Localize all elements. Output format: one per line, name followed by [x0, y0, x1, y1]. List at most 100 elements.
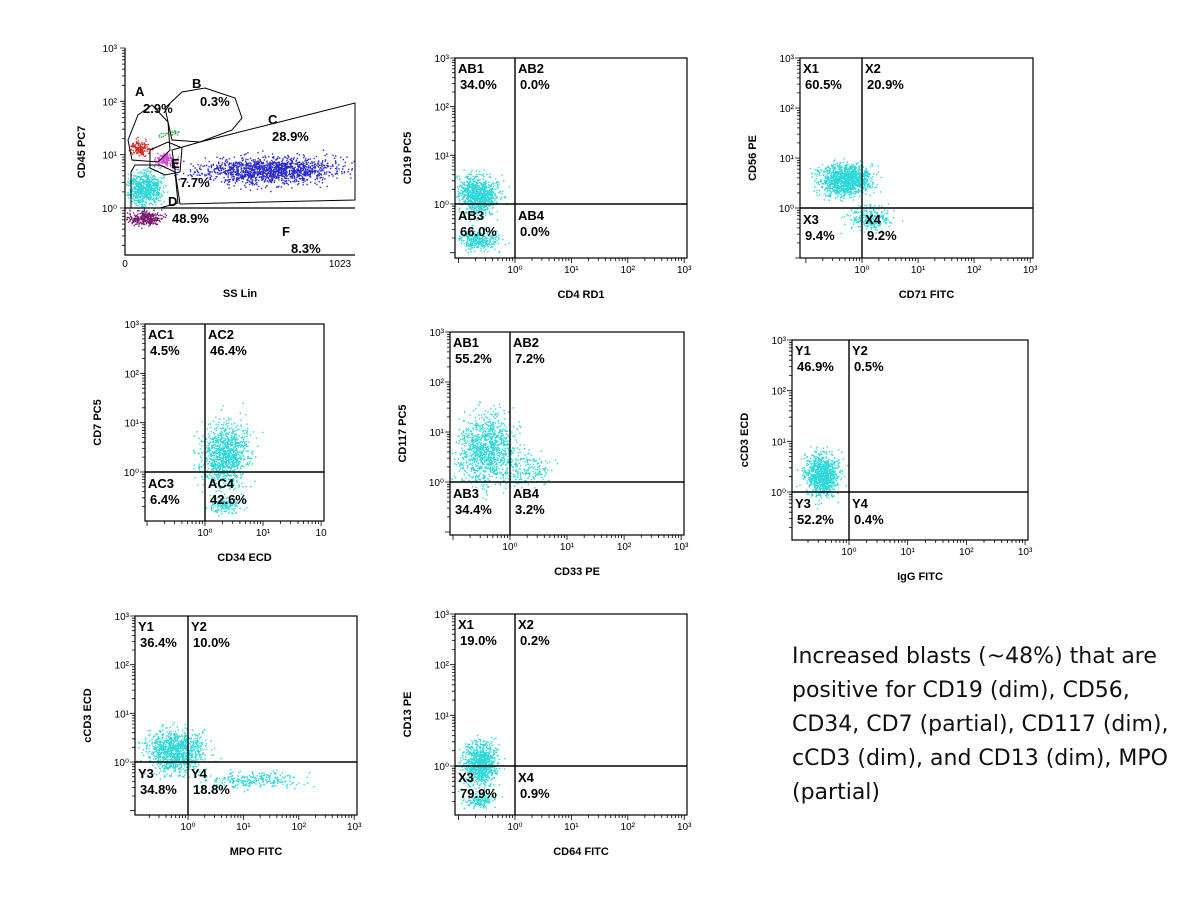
quadrant-name: AB1 [453, 335, 479, 350]
y-tick-label: 10¹ [430, 428, 445, 439]
y-tick-label: 10³ [772, 336, 787, 347]
y-tick-label: 10² [103, 97, 118, 108]
quadrant-name: Y3 [795, 496, 811, 511]
event-cloud [126, 166, 169, 213]
y-tick-label: 10² [780, 104, 795, 115]
quadrant-percent: 18.8% [193, 782, 230, 797]
y-tick-label: 10⁰ [124, 468, 139, 479]
y-tick-label: 10² [772, 387, 787, 398]
axis-ticks [795, 57, 1031, 263]
quadrant-percent: 0.2% [520, 633, 550, 648]
quadrant-name: Y2 [852, 343, 868, 358]
y-tick-label: 10¹ [125, 419, 140, 430]
x-tick-label: 10² [621, 822, 636, 833]
x-tick-label: 10¹ [564, 265, 579, 276]
plot-p2: 10⁰ 10¹ 10² 10³ 10⁰ 10¹ 10² 10³ CD4 RD1 CD19 PC5 A… [402, 54, 692, 301]
axis-ticks [120, 47, 125, 246]
quadrant-percent: 66.0% [460, 224, 497, 239]
axis-ticks [140, 323, 322, 526]
quadrant-name: X3 [458, 770, 474, 785]
y-tick-label: 10² [115, 661, 130, 672]
summary-text: Increased blasts (~48%) that are positiv… [792, 644, 1169, 805]
x-tick-label: 10² [621, 265, 636, 276]
x-tick-label: 10³ [677, 265, 692, 276]
quadrant-percent: 19.0% [460, 633, 497, 648]
quadrant-name: Y1 [795, 343, 811, 358]
y-tick-label: 10⁰ [102, 204, 117, 215]
y-tick-label: 10⁰ [114, 758, 129, 769]
quadrant-percent: 9.4% [805, 228, 835, 243]
quadrant-name: X1 [458, 617, 474, 632]
quadrant-percent: 7.2% [515, 351, 545, 366]
event-cloud [173, 149, 355, 193]
quadrant-percent: 42.6% [210, 492, 247, 507]
quadrant-percent: 55.2% [455, 351, 492, 366]
x-tick-label: 10⁰ [502, 542, 517, 553]
quadrant-name: Y1 [138, 619, 154, 634]
quadrant-name: AB4 [518, 208, 545, 223]
x-tick-label: 10⁰ [180, 822, 195, 833]
y-tick-label: 10⁰ [779, 204, 794, 215]
quadrant-name: AC3 [148, 476, 174, 491]
event-cloud [461, 788, 503, 810]
quadrant-percent: 0.0% [520, 77, 550, 92]
quadrant-percent: 52.2% [797, 512, 834, 527]
y-tick-label: 10¹ [780, 154, 795, 165]
event-cloud [795, 446, 849, 510]
gate-percent: 7.7% [180, 175, 210, 190]
event-cloud [458, 227, 510, 254]
quadrant-name: AC1 [148, 327, 174, 342]
x-axis-title: IgG FITC [897, 571, 943, 583]
gate-name: D [168, 194, 177, 209]
plot-frame [791, 339, 1029, 541]
quadrant-percent: 0.5% [854, 359, 884, 374]
gate-name: F [282, 224, 290, 239]
quadrant-percent: 34.8% [140, 782, 177, 797]
quadrant-percent: 9.2% [867, 228, 897, 243]
y-tick-label: 10⁰ [771, 488, 786, 499]
axis-ticks [450, 613, 685, 820]
y-axis-title: CD117 PC5 [397, 404, 409, 462]
y-tick-label: 10⁰ [429, 478, 444, 489]
event-cloud [192, 402, 264, 510]
plot-frame [124, 48, 355, 256]
x-tick-label: 10³ [1023, 265, 1038, 276]
quadrant-name: X3 [803, 212, 819, 227]
quadrant-name: AB3 [453, 486, 479, 501]
quadrant-name: X2 [865, 61, 881, 76]
event-cloud [158, 129, 180, 138]
quadrant-name: AB4 [513, 486, 540, 501]
quadrant-name: X4 [865, 212, 882, 227]
event-cloud [809, 158, 883, 202]
y-tick-label: 10³ [435, 54, 450, 65]
quadrant-name: AC2 [208, 327, 234, 342]
quadrant-name: AC4 [208, 476, 235, 491]
x-tick-label: 10² [617, 542, 632, 553]
quadrant-percent: 4.5% [150, 343, 180, 358]
quadrant-percent: 0.9% [520, 786, 550, 801]
y-tick-label: 10¹ [772, 437, 787, 448]
event-cloud [193, 768, 315, 793]
event-cloud [136, 721, 222, 781]
y-tick-label: 10⁰ [434, 762, 449, 773]
x-tick-label: 1023 [329, 259, 352, 270]
axis-ticks [130, 615, 355, 820]
axis-ticks [445, 331, 682, 540]
y-tick-label: 10³ [125, 320, 140, 331]
quadrant-name: Y4 [191, 766, 208, 781]
x-tick-label: 10¹ [236, 822, 251, 833]
y-axis-title: CD13 PE [402, 692, 414, 738]
x-tick-label: 10 [316, 528, 328, 539]
x-tick-label: 10² [967, 265, 982, 276]
gate-name: C [268, 112, 278, 127]
plot-p4: 10⁰ 10¹ 10 10⁰ 10¹ 10² 10³ CD34 ECD CD7 PC5 AC14.… [92, 320, 327, 564]
quadrant-name: AB2 [513, 335, 539, 350]
y-tick-label: 10² [435, 103, 450, 114]
y-tick-label: 10³ [435, 610, 450, 621]
x-tick-label: 10¹ [256, 528, 271, 539]
x-tick-label: 10⁰ [197, 528, 212, 539]
event-cloud [456, 169, 510, 227]
y-tick-label: 10¹ [115, 709, 130, 720]
x-axis-title: CD33 PE [554, 566, 600, 578]
quadrant-percent: 36.4% [140, 635, 177, 650]
